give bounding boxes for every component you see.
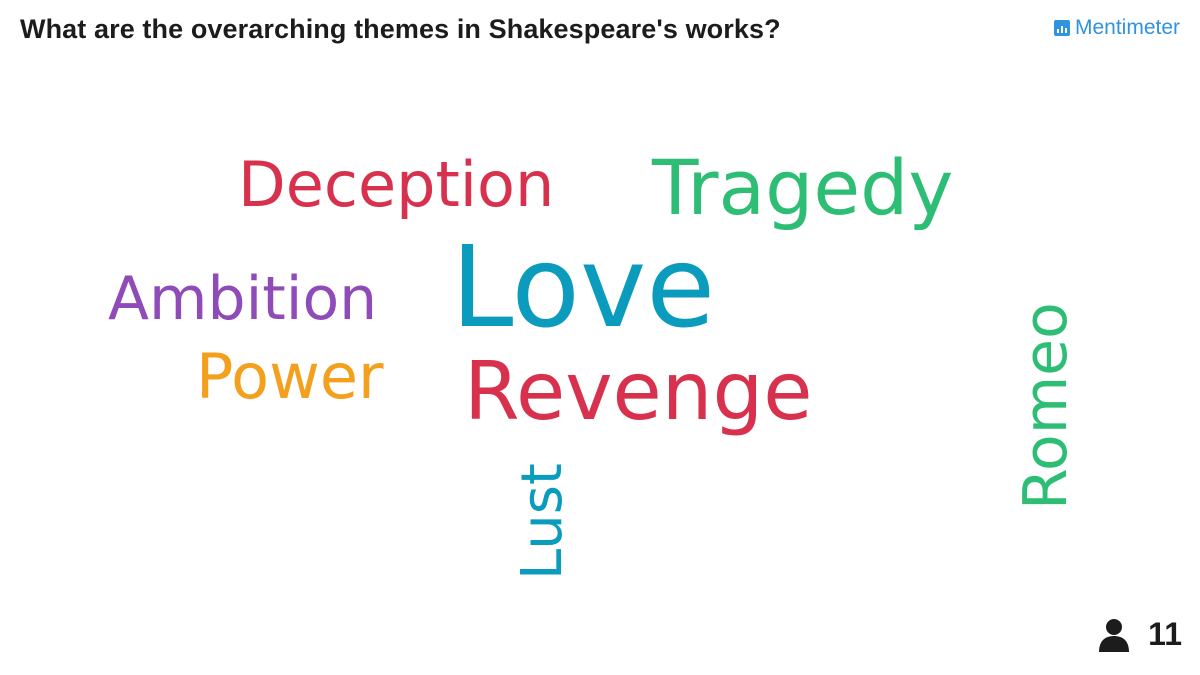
- person-icon: [1099, 618, 1130, 652]
- word-ambition: Ambition: [108, 264, 378, 334]
- word-deception: Deception: [238, 148, 555, 221]
- word-revenge: Revenge: [464, 345, 813, 438]
- word-power: Power: [196, 340, 384, 413]
- question-title: What are the overarching themes in Shake…: [20, 14, 781, 44]
- participant-count: 11: [1098, 616, 1182, 653]
- brand-name: Mentimeter: [1074, 16, 1180, 39]
- participant-count-value: 11: [1148, 616, 1182, 652]
- word-lust: Lust: [510, 463, 575, 580]
- word-love: Love: [451, 223, 716, 353]
- word-tragedy: Tragedy: [652, 143, 954, 232]
- mentimeter-logo: Mentimeter: [1053, 16, 1180, 40]
- bar-chart-icon: [1053, 20, 1070, 36]
- word-romeo: Romeo: [1011, 302, 1081, 510]
